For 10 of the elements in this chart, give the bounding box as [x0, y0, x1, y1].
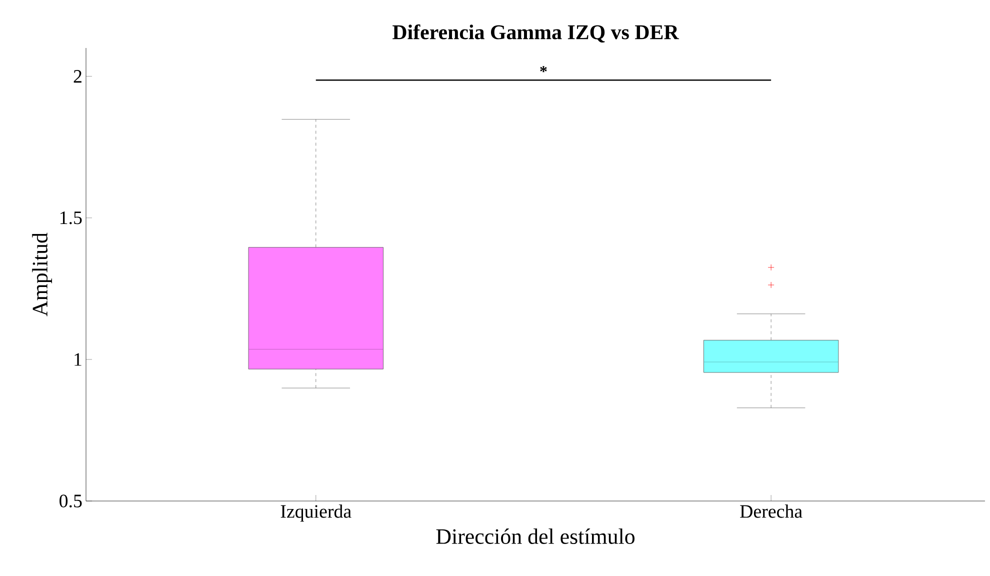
y-tick-label: 0.5: [60, 494, 82, 508]
y-axis-title: Amplitud: [32, 232, 52, 316]
x-tick-label: Izquierda: [280, 504, 352, 522]
y-tick-label: 1: [74, 353, 82, 366]
x-tick-label: Derecha: [740, 504, 802, 518]
x-axis-title: Dirección del estímulo: [436, 528, 635, 544]
y-tick-label: 1.5: [60, 212, 82, 224]
y-tick-label: 2: [74, 70, 82, 83]
chart-title: Diferencia Gamma IZQ vs DER: [392, 24, 680, 42]
annotation: *: [540, 66, 547, 72]
